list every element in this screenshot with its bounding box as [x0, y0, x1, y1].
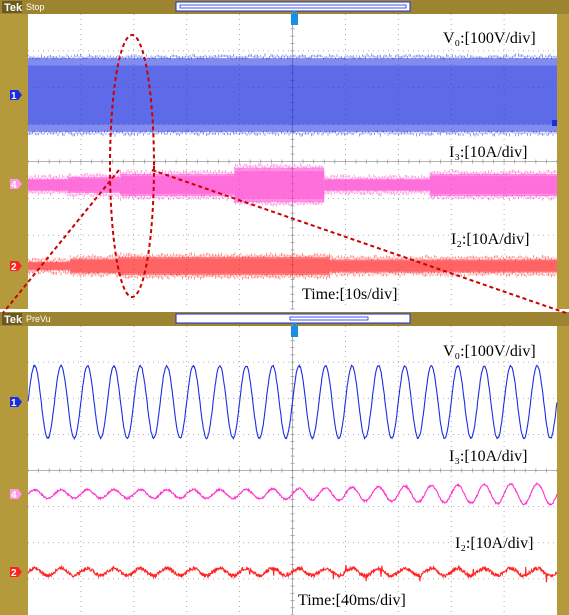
top-ch2-label: I₂:[10A/div]: [451, 231, 529, 248]
top-ch1-envelope-core: [28, 65, 557, 125]
top-ch2-envelope-core: [70, 260, 118, 272]
bottom-ch2-marker-label: 2: [11, 568, 17, 579]
top-ch4-marker-label: 4: [11, 180, 17, 191]
top-mode-text: Stop: [26, 2, 45, 12]
bottom-ch2-marker-icon: [10, 567, 22, 577]
top-record-window: [179, 4, 407, 9]
top-ch4-envelope-core: [28, 179, 68, 191]
top-ch2-marker-icon: [10, 261, 22, 271]
top-ch2-envelope-segment: [28, 261, 71, 271]
bottom-ch4-marker-label: 4: [11, 490, 17, 501]
top-ch1-label: V₀:[100V/div]: [443, 30, 536, 47]
top-ch4-envelope-segment: [430, 173, 557, 197]
top-ch4-envelope-segment: [234, 167, 325, 203]
zoom-ellipse: [109, 34, 155, 298]
top-ch4-envelope-segment: [67, 176, 121, 194]
top-ch2-envelope-core: [117, 258, 330, 274]
bottom-brand-text: Tek: [4, 314, 23, 326]
top-ch2-marker-label: 2: [11, 262, 17, 273]
bottom-scope-screen: Tek PreVu 1 4 2 V₀:[100V/div] I₃:[10A/di…: [0, 312, 569, 615]
top-trigger-marker-icon: [291, 14, 298, 25]
top-time-label: Time:[10s/div]: [302, 286, 397, 303]
top-brand-text: Tek: [4, 2, 23, 14]
top-ch2-envelope-segment: [117, 256, 330, 276]
bottom-brand-box: [2, 313, 22, 325]
top-ch2-envelope-core: [329, 260, 557, 272]
bottom-ch4-marker-icon: [10, 489, 22, 499]
top-ch1-right-marker: [552, 120, 557, 126]
top-ch4-label: I₃:[10A/div]: [449, 144, 527, 161]
bottom-ch1-marker-label: 1: [11, 398, 17, 409]
top-ch2-envelope-core: [28, 262, 71, 270]
top-ch2-envelope-edge: [27, 252, 557, 280]
top-ch4-envelope-core: [67, 178, 121, 192]
top-traces: [27, 53, 557, 280]
bottom-ch4-waveform: [27, 482, 558, 506]
top-ch1-marker-label: 1: [11, 91, 17, 102]
bottom-ch1-marker-icon: [10, 397, 22, 407]
bottom-ch4-label: I₃:[10A/div]: [449, 448, 527, 465]
bottom-record-window: [289, 316, 369, 321]
bottom-traces: [27, 363, 558, 583]
bottom-time-label: Time:[40ms/div]: [298, 592, 406, 609]
zoom-line-left: [2, 169, 120, 314]
top-ch4-envelope-segment: [28, 178, 68, 192]
top-brand-box: [2, 1, 22, 13]
top-ch4-envelope-segment: [120, 173, 235, 197]
bottom-mode-text: PreVu: [26, 314, 51, 324]
bottom-ch1-label: V₀:[100V/div]: [443, 343, 536, 360]
zoom-annotation: [2, 34, 567, 314]
top-ch4-envelope-segment: [324, 178, 431, 192]
top-scope-screen: Tek Stop 1 4 2 V₀:[100V/div] I₃:[10A/div…: [0, 0, 569, 310]
bottom-ch2-waveform: [27, 564, 558, 583]
top-ch2-envelope-segment: [329, 259, 557, 273]
top-ch4-envelope-core: [120, 176, 235, 194]
top-ch2-envelope-segment: [70, 258, 118, 274]
zoom-line-right: [151, 169, 567, 314]
bottom-ch2-label: I₂:[10A/div]: [455, 535, 533, 552]
top-ch4-envelope-core: [324, 179, 431, 191]
bottom-ch1-waveform: [27, 363, 558, 441]
top-ch4-marker-icon: [10, 179, 22, 189]
top-ch4-envelope-edge: [27, 162, 557, 207]
top-ch1-marker-icon: [10, 90, 22, 100]
top-ch4-envelope-core: [234, 171, 325, 199]
bottom-trigger-marker-icon: [291, 326, 298, 337]
top-ch4-envelope-core: [430, 176, 557, 194]
